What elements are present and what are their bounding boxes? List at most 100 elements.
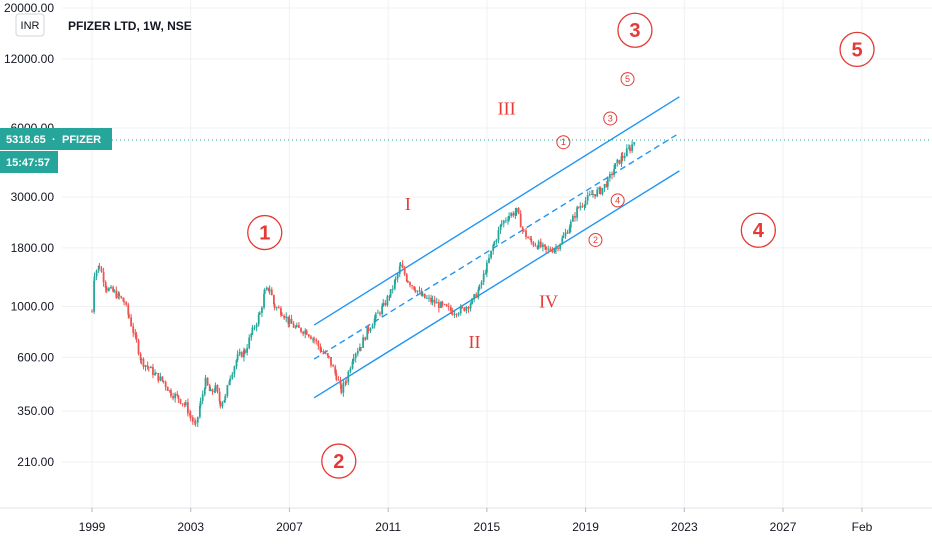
price-bar — [569, 221, 572, 228]
price-bar — [497, 230, 500, 241]
price-bar — [440, 301, 442, 309]
y-tick-label[interactable]: 12000.00 — [4, 52, 54, 66]
currency-button[interactable]: INR — [15, 13, 45, 37]
y-tick-label[interactable]: 350.00 — [17, 404, 54, 418]
wave-label-roman: II — [469, 332, 481, 352]
x-tick-label[interactable]: 2019 — [572, 520, 599, 534]
price-bar — [139, 353, 142, 361]
price-bar — [428, 297, 430, 299]
x-tick-label[interactable]: 2003 — [177, 520, 204, 534]
price-bar — [592, 194, 594, 195]
price-bar — [352, 358, 355, 362]
price-bar — [191, 417, 194, 422]
price-bar — [611, 173, 613, 175]
x-tick-label[interactable]: 2023 — [671, 520, 698, 534]
price-bar — [553, 249, 556, 253]
price-bar — [340, 384, 343, 393]
price-bar — [268, 287, 270, 292]
wave-label-small: 2 — [593, 235, 598, 245]
price-bar — [240, 352, 243, 358]
price-bar — [405, 274, 408, 282]
price-bar — [287, 316, 290, 324]
price-bar — [229, 378, 232, 382]
price-bar — [420, 290, 423, 296]
x-tick-label[interactable]: 2011 — [375, 520, 401, 534]
price-axis[interactable]: 20000.0012000.006000.003000.001800.00100… — [4, 1, 54, 469]
wave-circle-small — [556, 135, 571, 150]
wave-label-small: 4 — [615, 195, 620, 205]
price-bar — [539, 241, 542, 247]
price-bar — [283, 315, 286, 319]
price-bar — [430, 297, 432, 303]
price-bar — [255, 324, 258, 328]
y-tick-label[interactable]: 20000.00 — [4, 1, 54, 15]
price-bar — [455, 314, 458, 315]
price-bar — [268, 289, 271, 292]
price-bar — [360, 347, 362, 348]
symbol-title: PFIZER LTD, 1W, NSE — [68, 19, 192, 33]
price-bar — [125, 302, 128, 305]
price-bar — [198, 406, 201, 417]
price-bar — [218, 391, 221, 402]
price-bar — [317, 341, 320, 347]
price-bar — [598, 187, 601, 190]
price-bar — [374, 313, 377, 319]
price-bar — [295, 325, 298, 327]
price-bar — [401, 264, 404, 268]
x-tick-label[interactable]: 1999 — [79, 520, 106, 534]
wave-circle-small — [620, 72, 635, 87]
price-bar — [594, 194, 596, 197]
price-bar — [203, 388, 206, 395]
price-bar — [545, 246, 548, 250]
price-bar — [140, 358, 143, 361]
x-tick-label[interactable]: Feb — [852, 520, 873, 534]
price-bar — [521, 227, 524, 230]
price-bar — [166, 387, 169, 392]
price-bar — [447, 306, 450, 308]
y-tick-label[interactable]: 1800.00 — [11, 241, 55, 255]
channel-upper-line — [313, 96, 680, 326]
price-bar — [258, 312, 261, 315]
price-bar — [628, 147, 630, 149]
wave-circle-small — [603, 111, 618, 126]
price-bar — [201, 394, 204, 401]
price-bar — [356, 351, 359, 354]
price-bar — [478, 285, 481, 290]
grid — [62, 0, 932, 508]
price-bar — [386, 296, 389, 306]
price-bar — [189, 415, 192, 418]
currency-label[interactable]: INR — [21, 20, 40, 32]
price-bar — [132, 326, 135, 334]
countdown-value: 15:47:57 — [6, 157, 50, 169]
price-bar — [228, 381, 231, 386]
price-bar — [576, 207, 578, 218]
y-tick-label[interactable]: 600.00 — [17, 350, 54, 364]
price-bar — [345, 381, 348, 383]
time-axis[interactable]: 1999 2003 2007 2011 2015 2019 2023 2027 Feb — [0, 507, 932, 534]
x-tick-label[interactable]: 2007 — [276, 520, 303, 534]
y-tick-label[interactable]: 1000.00 — [11, 299, 55, 313]
y-tick-label[interactable]: 3000.00 — [11, 190, 55, 204]
price-bar — [603, 183, 606, 188]
price-bar — [337, 379, 340, 381]
price-bar — [581, 206, 584, 207]
x-tick-label[interactable]: 2015 — [474, 520, 501, 534]
price-bar — [142, 358, 145, 367]
price-bar — [186, 402, 189, 414]
price-bar — [618, 159, 621, 164]
price-bar — [177, 395, 180, 399]
price-bar — [300, 327, 302, 332]
wave-circle-small — [588, 232, 603, 247]
price-bar — [590, 194, 593, 196]
x-tick-label[interactable]: 2027 — [770, 520, 797, 534]
price-bar — [211, 389, 214, 392]
price-bar — [164, 381, 167, 388]
price-bar — [281, 314, 283, 316]
price-bar — [398, 266, 401, 274]
price-bar — [246, 348, 249, 353]
y-tick-label[interactable]: 210.00 — [17, 455, 54, 469]
wave-annotations: 12345IIIIIIIVV12345 — [247, 0, 875, 479]
price-bar — [629, 147, 631, 152]
price-bar — [162, 380, 165, 382]
